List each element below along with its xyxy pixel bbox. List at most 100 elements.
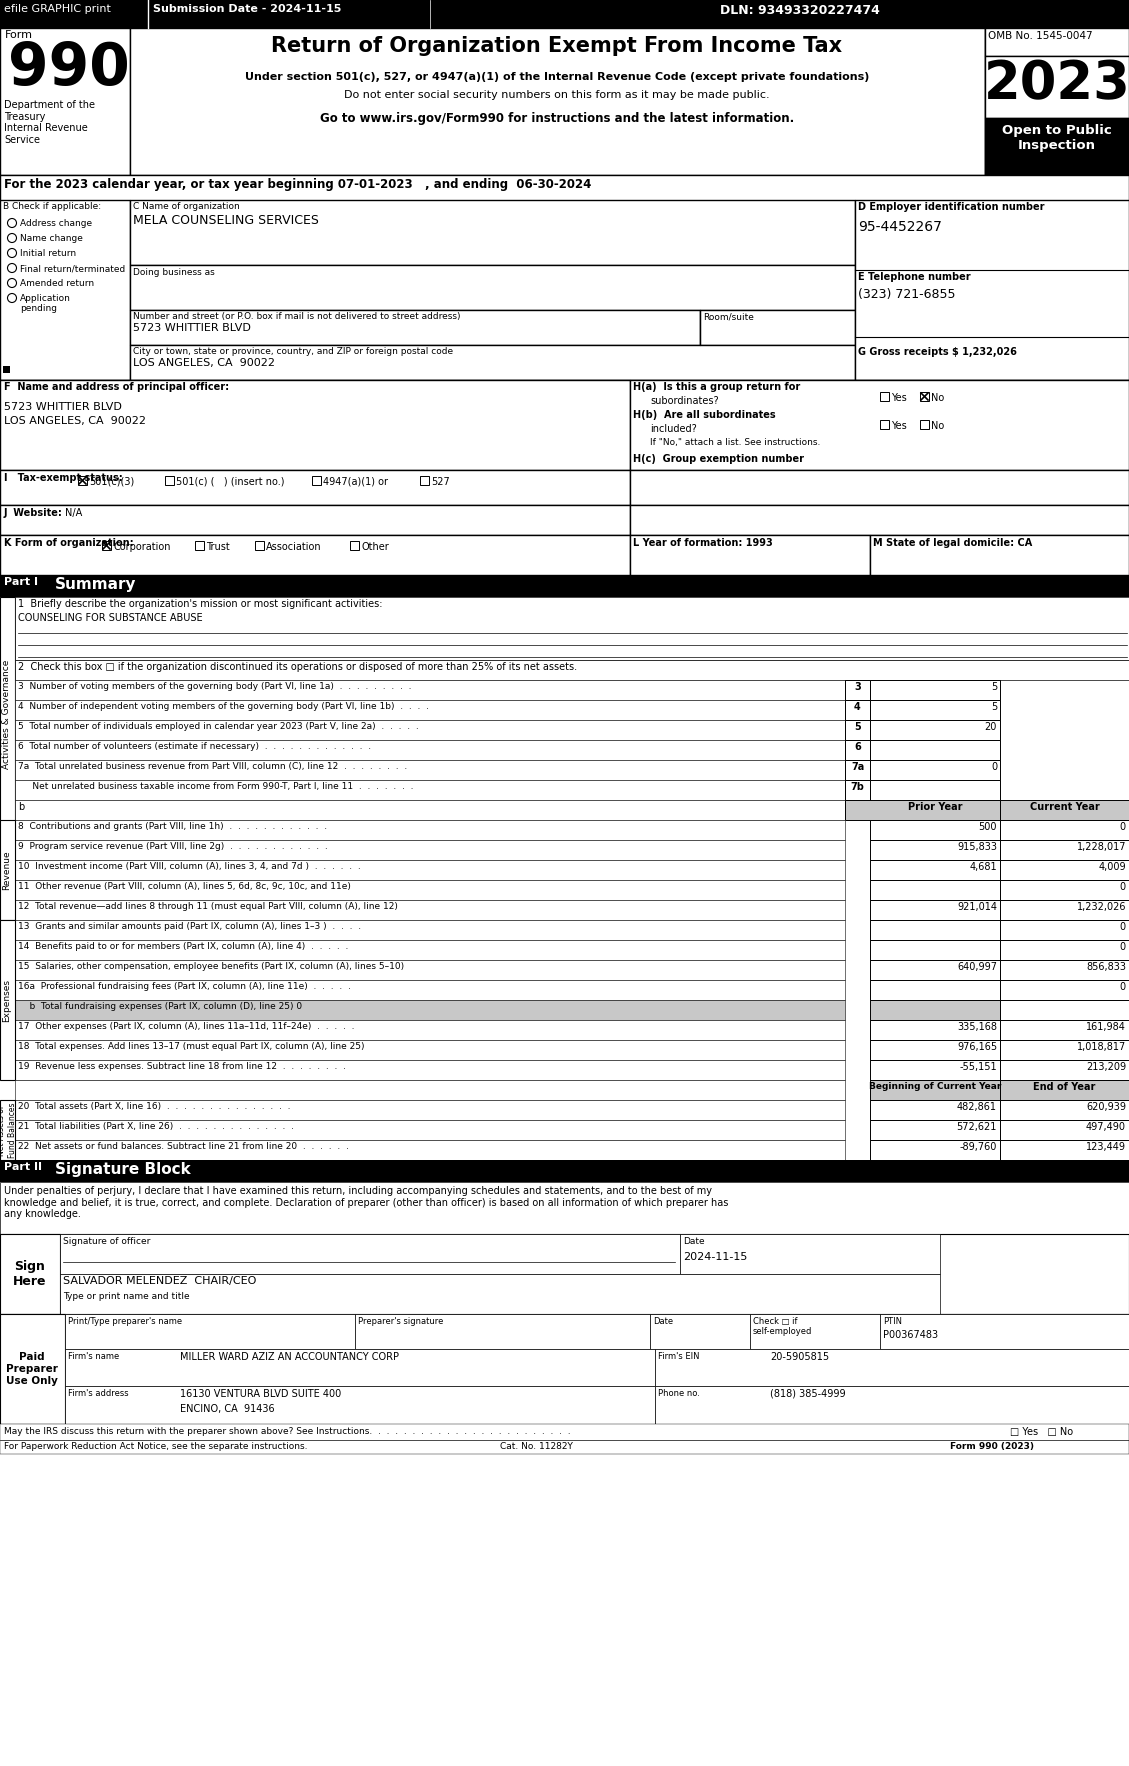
Text: efile GRAPHIC print: efile GRAPHIC print xyxy=(5,4,111,14)
Bar xyxy=(1000,940,1129,961)
Text: 19  Revenue less expenses. Subtract line 18 from line 12  .  .  .  .  .  .  .  .: 19 Revenue less expenses. Subtract line … xyxy=(18,1061,345,1070)
Bar xyxy=(870,961,1000,980)
Text: K Form of organization:: K Form of organization: xyxy=(5,539,133,547)
Text: subordinates?: subordinates? xyxy=(650,396,719,406)
Bar xyxy=(870,759,1000,781)
Bar xyxy=(15,1000,844,1021)
Text: 20-5905815: 20-5905815 xyxy=(770,1353,829,1362)
Bar xyxy=(844,781,870,800)
Text: G Gross receipts $ 1,232,026: G Gross receipts $ 1,232,026 xyxy=(858,346,1017,357)
Bar xyxy=(0,1314,65,1423)
Text: P00367483: P00367483 xyxy=(883,1330,938,1340)
Bar xyxy=(65,1386,655,1423)
Text: 21  Total liabilities (Part X, line 26)  .  .  .  .  .  .  .  .  .  .  .  .  .  : 21 Total liabilities (Part X, line 26) .… xyxy=(18,1121,294,1130)
Text: 12  Total revenue—add lines 8 through 11 (must equal Part VIII, column (A), line: 12 Total revenue—add lines 8 through 11 … xyxy=(18,902,397,911)
Bar xyxy=(15,901,844,920)
Bar xyxy=(15,879,844,901)
Text: Room/suite: Room/suite xyxy=(703,313,754,321)
Bar xyxy=(1000,920,1129,940)
Text: 1,232,026: 1,232,026 xyxy=(1076,902,1126,911)
Text: 10  Investment income (Part VIII, column (A), lines 3, 4, and 7d )  .  .  .  .  : 10 Investment income (Part VIII, column … xyxy=(18,862,361,871)
Text: 1,018,817: 1,018,817 xyxy=(1077,1042,1126,1053)
Bar xyxy=(130,200,855,265)
Text: PTIN: PTIN xyxy=(883,1317,902,1326)
Bar xyxy=(312,477,321,486)
Bar xyxy=(15,781,844,800)
Text: Other: Other xyxy=(361,542,388,553)
Bar xyxy=(1000,1040,1129,1060)
Text: 5723 WHITTIER BLVD: 5723 WHITTIER BLVD xyxy=(5,403,122,411)
Text: LOS ANGELES, CA  90022: LOS ANGELES, CA 90022 xyxy=(5,417,146,426)
Text: 18  Total expenses. Add lines 13–17 (must equal Part IX, column (A), line 25): 18 Total expenses. Add lines 13–17 (must… xyxy=(18,1042,365,1051)
Text: No: No xyxy=(931,394,944,403)
Bar xyxy=(355,1314,650,1349)
Bar xyxy=(15,1141,844,1160)
Text: Current Year: Current Year xyxy=(1030,802,1100,812)
Bar xyxy=(870,721,1000,740)
Bar xyxy=(15,1060,844,1081)
Bar xyxy=(879,1314,1129,1349)
Text: 0: 0 xyxy=(991,761,997,772)
Bar xyxy=(15,1081,844,1100)
Bar xyxy=(15,800,844,819)
Text: N/A: N/A xyxy=(65,509,82,517)
Text: OMB No. 1545-0047: OMB No. 1545-0047 xyxy=(988,32,1093,41)
Text: B Check if applicable:: B Check if applicable: xyxy=(3,201,102,210)
Text: 976,165: 976,165 xyxy=(957,1042,997,1053)
Text: Check □ if
self-employed: Check □ if self-employed xyxy=(753,1317,813,1337)
Text: 13  Grants and similar amounts paid (Part IX, column (A), lines 1–3 )  .  .  .  : 13 Grants and similar amounts paid (Part… xyxy=(18,922,361,931)
Bar xyxy=(844,800,1000,819)
Text: Yes: Yes xyxy=(891,420,907,431)
Text: Activities & Governance: Activities & Governance xyxy=(2,659,11,768)
Bar xyxy=(870,680,1000,699)
Text: Number and street (or P.O. box if mail is not delivered to street address): Number and street (or P.O. box if mail i… xyxy=(133,313,461,321)
Bar xyxy=(1000,1141,1129,1160)
Bar xyxy=(870,841,1000,860)
Text: 335,168: 335,168 xyxy=(957,1023,997,1031)
Text: Name change: Name change xyxy=(20,235,82,244)
Text: 5723 WHITTIER BLVD: 5723 WHITTIER BLVD xyxy=(133,323,251,334)
Bar xyxy=(1000,800,1129,819)
Bar xyxy=(1000,1060,1129,1081)
Text: 20  Total assets (Part X, line 16)  .  .  .  .  .  .  .  .  .  .  .  .  .  .  .: 20 Total assets (Part X, line 16) . . . … xyxy=(18,1102,290,1111)
Bar xyxy=(0,1234,1129,1314)
Bar xyxy=(130,28,984,175)
Bar xyxy=(195,540,204,549)
Text: Summary: Summary xyxy=(55,577,137,592)
Text: For Paperwork Reduction Act Notice, see the separate instructions.: For Paperwork Reduction Act Notice, see … xyxy=(5,1443,307,1452)
Bar xyxy=(0,505,630,535)
Text: MELA COUNSELING SERVICES: MELA COUNSELING SERVICES xyxy=(133,214,318,228)
Text: 5: 5 xyxy=(991,703,997,712)
Text: City or town, state or province, country, and ZIP or foreign postal code: City or town, state or province, country… xyxy=(133,346,453,357)
Text: 4: 4 xyxy=(855,703,861,712)
Bar xyxy=(15,980,844,1000)
Text: 213,209: 213,209 xyxy=(1086,1061,1126,1072)
Text: 0: 0 xyxy=(1120,881,1126,892)
Text: COUNSELING FOR SUBSTANCE ABUSE: COUNSELING FOR SUBSTANCE ABUSE xyxy=(18,613,202,623)
Text: 2  Check this box □ if the organization discontinued its operations or disposed : 2 Check this box □ if the organization d… xyxy=(18,662,577,673)
Text: Net Assets or
Fund Balances: Net Assets or Fund Balances xyxy=(0,1102,17,1158)
Text: Beginning of Current Year: Beginning of Current Year xyxy=(869,1083,1001,1091)
Bar xyxy=(870,980,1000,1000)
Text: Part II: Part II xyxy=(5,1162,42,1173)
Text: 4,681: 4,681 xyxy=(970,862,997,872)
Text: 527: 527 xyxy=(431,477,449,487)
Bar xyxy=(870,1000,1000,1021)
Bar xyxy=(0,28,1129,175)
Text: Under section 501(c), 527, or 4947(a)(1) of the Internal Revenue Code (except pr: Under section 501(c), 527, or 4947(a)(1)… xyxy=(245,72,869,81)
Text: 640,997: 640,997 xyxy=(957,962,997,971)
Text: Trust: Trust xyxy=(205,542,229,553)
Text: 7a  Total unrelated business revenue from Part VIII, column (C), line 12  .  .  : 7a Total unrelated business revenue from… xyxy=(18,761,408,772)
Bar xyxy=(0,1160,1129,1181)
Text: Form 990 (2023): Form 990 (2023) xyxy=(949,1443,1034,1452)
Bar xyxy=(0,380,1129,470)
Text: H(a)  Is this a group return for: H(a) Is this a group return for xyxy=(633,381,800,392)
Bar xyxy=(984,28,1129,57)
Text: b  Total fundraising expenses (Part IX, column (D), line 25) 0: b Total fundraising expenses (Part IX, c… xyxy=(18,1001,303,1010)
Bar xyxy=(844,680,870,699)
Bar xyxy=(15,940,844,961)
Text: 9  Program service revenue (Part VIII, line 2g)  .  .  .  .  .  .  .  .  .  .  .: 9 Program service revenue (Part VIII, li… xyxy=(18,842,327,851)
Bar xyxy=(870,901,1000,920)
Bar xyxy=(0,535,630,576)
Bar xyxy=(3,366,10,373)
